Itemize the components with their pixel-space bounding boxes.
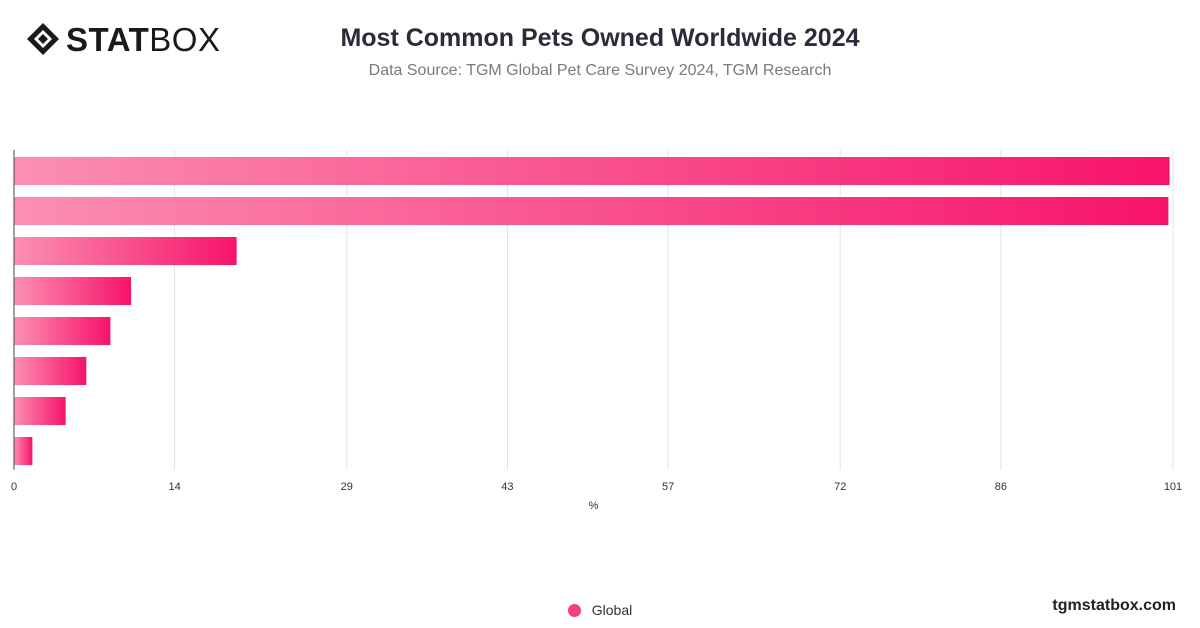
legend-label-global: Global [591,602,633,618]
bar-0 [14,157,1170,185]
logo-text-strong: STAT [66,21,150,58]
statbox-logo [27,23,59,55]
x-axis-label: % [589,500,599,512]
x-tick-label-6: 86 [995,481,1007,493]
chart-legend[interactable]: Global [0,602,1200,618]
x-tick-label-5: 72 [834,481,846,493]
bar-7 [14,437,33,465]
x-tick-label-4: 57 [662,481,674,493]
bar-1 [14,197,1169,225]
x-tick-label-3: 43 [501,481,513,493]
bar-6 [14,397,66,425]
legend-marker-global [567,603,581,617]
chart-title: Most Common Pets Owned Worldwide 2024 [340,24,860,52]
x-tick-label-7: 101 [1164,481,1182,493]
bar-3 [14,277,132,305]
chart-subtitle: Data Source: TGM Global Pet Care Survey … [368,62,832,79]
statbox-logo-icon [27,23,59,55]
x-tick-label-1: 14 [169,481,181,493]
bar-2 [14,237,237,265]
bar-5 [14,357,87,385]
x-tick-label-0: 0 [11,481,17,493]
logo-text-light: BOX [149,21,221,58]
brand-url: tgmstatbox.com [1052,597,1176,614]
bar-4 [14,317,111,345]
x-tick-label-2: 29 [341,481,353,493]
